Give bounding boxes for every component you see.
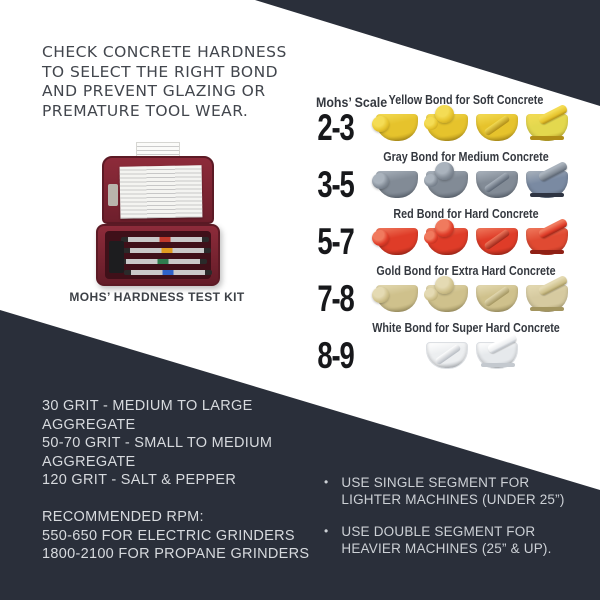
mohs-scale-table: Mohs’ Scale Yellow Bond for Soft Concret… [310, 92, 590, 377]
headline-line: AND PREVENT GLAZING OR [42, 82, 266, 100]
grinding-segment-double [476, 341, 518, 369]
bond-label: Red Bond for Hard Concrete [393, 207, 539, 221]
kit-pick-green [119, 259, 207, 264]
hardness-range: 2-3 [316, 106, 354, 148]
bullet-item: • USE DOUBLE SEGMENT FOR HEAVIER MACHINE… [324, 523, 574, 557]
hardness-range: 7-8 [316, 277, 354, 319]
grinding-segment-button [424, 218, 468, 255]
spec-line: AGGREGATE [42, 453, 136, 470]
headline: CHECK CONCRETE HARDNESS TO SELECT THE RI… [42, 43, 322, 121]
hardness-range: 8-9 [316, 334, 354, 376]
bond-label: Gold Bond for Extra Hard Concrete [376, 264, 556, 278]
bullet-line: USE SINGLE SEGMENT FOR [341, 475, 530, 490]
kit-black-block [109, 241, 124, 273]
usage-bullets: • USE SINGLE SEGMENT FOR LIGHTER MACHINE… [324, 474, 574, 557]
grinding-segment-ridge [476, 284, 518, 312]
bond-label: Yellow Bond for Soft Concrete [388, 93, 544, 107]
grinding-segment-button [424, 104, 468, 141]
grinding-segment-single [372, 284, 418, 312]
grinding-segment-button [424, 275, 468, 312]
grinding-segment-double [526, 113, 568, 141]
headline-line: CHECK CONCRETE HARDNESS [42, 43, 287, 61]
kit-caption: MOHS’ HARDNESS TEST KIT [69, 290, 245, 304]
kit-pick-blue [124, 270, 212, 275]
segment-group-red [372, 218, 568, 255]
kit-latch [108, 184, 118, 206]
spec-line: 1800-2100 FOR PROPANE GRINDERS [42, 546, 310, 563]
segment-group-white [376, 341, 518, 369]
bullet-line: USE DOUBLE SEGMENT FOR [341, 524, 536, 539]
grinding-segment-ridge [476, 170, 518, 198]
bullet-dot-icon: • [324, 524, 329, 538]
grinding-segment-button [424, 161, 468, 198]
mohs-row-super-hard: White Bond for Super Hard Concrete 8-9 [310, 320, 590, 377]
grit-and-rpm-specs: 30 GRIT - MEDIUM TO LARGE AGGREGATE 50-7… [42, 397, 342, 564]
segment-group-yellow [372, 104, 568, 141]
spec-line: 550-650 FOR ELECTRIC GRINDERS [42, 527, 295, 544]
grinding-segment-single [372, 227, 418, 255]
kit-pick-red [121, 237, 209, 242]
bond-label: Gray Bond for Medium Concrete [383, 150, 549, 164]
grinding-segment-ridge [476, 227, 518, 255]
spec-line: 50-70 GRIT - SMALL TO MEDIUM [42, 435, 273, 452]
spec-line: AGGREGATE [42, 416, 136, 433]
spec-line: RECOMMENDED RPM: [42, 508, 204, 525]
spec-line: 120 GRIT - SALT & PEPPER [42, 472, 237, 489]
bullet-item: • USE SINGLE SEGMENT FOR LIGHTER MACHINE… [324, 474, 574, 508]
kit-lid-paper [119, 165, 203, 219]
headline-line: TO SELECT THE RIGHT BOND [42, 62, 279, 81]
mohs-row-extra-hard: Gold Bond for Extra Hard Concrete 7-8 [310, 263, 590, 320]
grinding-segment-single [372, 170, 418, 198]
mohs-scale-title: Mohs’ Scale [316, 95, 388, 110]
rpm-spec-block: RECOMMENDED RPM: 550-650 FOR ELECTRIC GR… [42, 508, 342, 564]
mohs-row-hard: Red Bond for Hard Concrete 5-7 [310, 206, 590, 263]
segment-group-gray [372, 161, 568, 198]
segment-group-gold [372, 275, 568, 312]
bullet-dot-icon: • [324, 475, 329, 489]
bullet-line: HEAVIER MACHINES (25” & UP). [341, 541, 552, 556]
hardness-range: 5-7 [316, 220, 354, 262]
mohs-row-soft: Yellow Bond for Soft Concrete 2-3 [310, 92, 590, 149]
spec-line: 30 GRIT - MEDIUM TO LARGE [42, 398, 253, 414]
grinding-segment-single [372, 113, 418, 141]
grinding-segment-ridge [426, 341, 468, 369]
bullet-line: LIGHTER MACHINES (UNDER 25”) [341, 492, 565, 507]
grinding-segment-double [526, 170, 568, 198]
hardness-range: 3-5 [316, 163, 354, 205]
grit-spec-block: 30 GRIT - MEDIUM TO LARGE AGGREGATE 50-7… [42, 397, 342, 490]
kit-lid [102, 156, 214, 224]
mohs-row-medium: Gray Bond for Medium Concrete 3-5 [310, 149, 590, 206]
grinding-segment-double [526, 284, 568, 312]
kit-pick-orange [123, 248, 211, 253]
headline-line: PREMATURE TOOL WEAR. [42, 101, 249, 120]
kit-base [96, 224, 220, 286]
kit-tray [105, 231, 212, 279]
grinding-segment-double [526, 227, 568, 255]
grinding-segment-ridge [476, 113, 518, 141]
hardness-test-kit-image [94, 142, 228, 292]
bond-label: White Bond for Super Hard Concrete [372, 321, 560, 335]
segment-spacer [376, 355, 418, 356]
